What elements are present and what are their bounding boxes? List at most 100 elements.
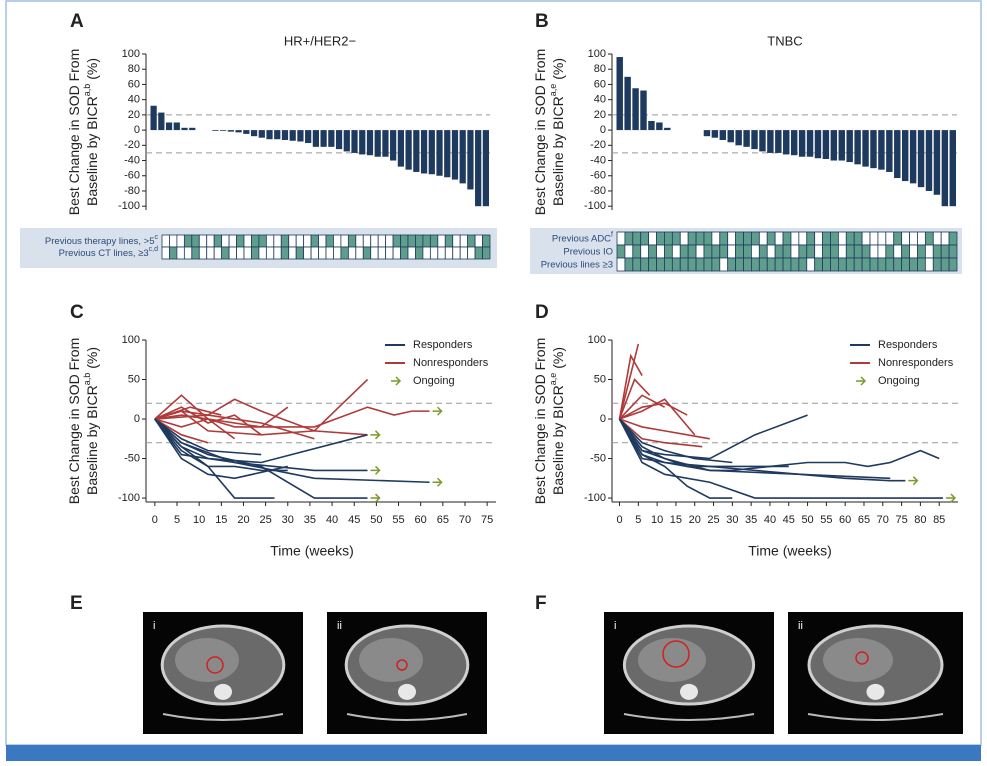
bar (806, 130, 814, 157)
bar (428, 130, 435, 175)
image-label: i (153, 620, 155, 632)
bar (250, 130, 258, 137)
bar (648, 120, 655, 131)
bar (220, 130, 227, 131)
spider-line (154, 406, 262, 436)
bar (181, 127, 188, 131)
lesion-marker (396, 659, 408, 671)
footer-bar (6, 745, 981, 761)
matrix-cell (415, 234, 424, 248)
bar (632, 88, 639, 131)
bar (328, 130, 335, 147)
matrix-cell (885, 231, 895, 246)
spider-line (154, 414, 315, 440)
matrix-cell (743, 257, 752, 272)
matrix-cell (743, 231, 752, 246)
matrix-cell (444, 234, 454, 248)
matrix-cell (467, 246, 476, 260)
ct-table (346, 713, 468, 721)
x-tick-label: 5 (174, 514, 180, 526)
y-axis-label-part: Best Change in SOD From (532, 338, 548, 505)
matrix-cell (407, 234, 416, 248)
x-tick-label: 10 (193, 514, 205, 526)
matrix-cell (877, 244, 887, 259)
matrix-cell (429, 234, 439, 248)
matrix-cell (893, 257, 903, 272)
matrix-cell (735, 231, 744, 246)
bar (933, 130, 941, 195)
matrix-cell (798, 231, 808, 246)
ct-spine (398, 683, 416, 700)
matrix-cell (236, 246, 245, 260)
panel-letter: B (535, 11, 549, 32)
matrix-cell (437, 246, 446, 260)
spider-line (618, 343, 640, 420)
y-axis-label-unit: (%) (84, 58, 100, 80)
spider-line (618, 418, 943, 499)
y-axis-label: Baseline by BICRa,e (%) (548, 58, 565, 206)
spider-line (154, 418, 262, 456)
matrix-cell (303, 234, 312, 248)
panel-letter: F (535, 593, 547, 614)
y-axis-label: Best Change in SOD From (532, 49, 548, 216)
matrix-cell (893, 231, 903, 246)
matrix-cell (452, 246, 461, 260)
x-axis-label: Time (weeks) (748, 543, 832, 559)
lesion-marker (206, 656, 224, 674)
matrix-cell (806, 257, 816, 272)
matrix-cell (727, 244, 737, 259)
matrix-cell (362, 234, 372, 248)
y-axis-label-sup: a,b (82, 373, 92, 386)
matrix-row-label-sup: c,d (149, 246, 158, 253)
bar (405, 130, 412, 170)
x-tick-label: 55 (392, 514, 404, 526)
matrix-cell (924, 231, 934, 246)
y-tick-label: 20 (594, 109, 606, 121)
matrix-cell (258, 234, 267, 248)
bar (243, 130, 250, 134)
matrix-cell (822, 231, 831, 246)
matrix-row-label: Previous IO (563, 246, 613, 257)
matrix-cell (671, 244, 681, 259)
matrix-cell (640, 257, 650, 272)
bar (798, 130, 806, 157)
matrix-cell (385, 234, 394, 248)
matrix-row-label-text: Previous CT lines, ≥3 (59, 248, 149, 259)
bar (305, 130, 312, 144)
matrix-cell (861, 244, 871, 259)
matrix-cell (303, 246, 312, 260)
matrix-cell (392, 246, 401, 260)
matrix-cell (206, 246, 215, 260)
x-tick-label: 70 (459, 514, 471, 526)
matrix-cell (640, 244, 650, 259)
matrix-cell (885, 244, 895, 259)
matrix-cell (917, 231, 926, 246)
matrix-cell (695, 231, 705, 246)
matrix-row-label: Previous CT lines, ≥3c,d (59, 246, 158, 258)
matrix-cell (940, 244, 950, 259)
y-axis-label-sup: a,b (82, 84, 92, 97)
matrix-cell (333, 234, 342, 248)
x-tick-label: 60 (839, 514, 851, 526)
matrix-row-label: Previous ADCf (552, 232, 613, 244)
matrix-cell (774, 257, 784, 272)
matrix-cell (228, 246, 237, 260)
spider-line (618, 378, 651, 420)
matrix-cell (280, 234, 290, 248)
x-tick-label: 5 (635, 514, 641, 526)
matrix-cell (459, 246, 469, 260)
ct-table (162, 713, 284, 721)
bar (703, 130, 711, 137)
matrix-cell (901, 244, 910, 259)
lesion-marker (855, 651, 869, 665)
bar (165, 122, 173, 131)
matrix-cell (333, 246, 342, 260)
bar (297, 130, 304, 142)
legend-label: Responders (413, 339, 473, 351)
x-tick-label: 50 (801, 514, 813, 526)
matrix-cell (814, 257, 823, 272)
bar (258, 130, 265, 138)
matrix-cell (616, 244, 626, 259)
matrix-cell (288, 246, 297, 260)
